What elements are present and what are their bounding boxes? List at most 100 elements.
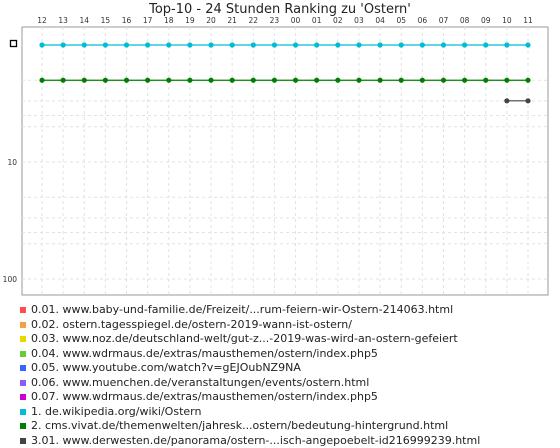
data-point bbox=[166, 78, 171, 83]
data-point bbox=[483, 78, 488, 83]
data-point bbox=[103, 42, 108, 47]
x-tick-label: 04 bbox=[375, 16, 385, 25]
data-point bbox=[230, 42, 235, 47]
data-point bbox=[441, 78, 446, 83]
legend-swatch bbox=[20, 423, 26, 429]
data-point bbox=[166, 42, 171, 47]
data-point bbox=[377, 42, 382, 47]
data-point bbox=[420, 42, 425, 47]
legend-swatch bbox=[20, 336, 26, 342]
data-point bbox=[356, 78, 361, 83]
x-tick-label: 02 bbox=[333, 16, 343, 25]
x-tick-label: 23 bbox=[270, 16, 280, 25]
x-tick-label: 05 bbox=[396, 16, 406, 25]
data-point bbox=[61, 78, 66, 83]
data-point bbox=[272, 78, 277, 83]
data-point bbox=[82, 42, 87, 47]
legend-label: 0.01. www.baby-und-familie.de/Freizeit/.… bbox=[31, 303, 453, 318]
data-point bbox=[504, 78, 509, 83]
data-point bbox=[230, 78, 235, 83]
legend-item: 1. de.wikipedia.org/wiki/Ostern bbox=[20, 405, 480, 420]
data-point bbox=[377, 78, 382, 83]
legend-label: 0.03. www.noz.de/deutschland-welt/gut-z.… bbox=[31, 332, 458, 347]
data-point bbox=[314, 78, 319, 83]
legend-label: 0.06. www.muenchen.de/veranstaltungen/ev… bbox=[31, 376, 369, 391]
data-point bbox=[145, 78, 150, 83]
data-point bbox=[335, 42, 340, 47]
legend-item: 0.05. www.youtube.com/watch?v=gEJOubNZ9N… bbox=[20, 361, 480, 376]
y-tick-label: 10 bbox=[7, 158, 17, 167]
data-point bbox=[124, 42, 129, 47]
legend-item: 0.03. www.noz.de/deutschland-welt/gut-z.… bbox=[20, 332, 480, 347]
x-tick-label: 18 bbox=[164, 16, 174, 25]
x-tick-label: 07 bbox=[439, 16, 449, 25]
legend-label: 0.05. www.youtube.com/watch?v=gEJOubNZ9N… bbox=[31, 361, 301, 376]
data-point bbox=[314, 42, 319, 47]
legend-swatch bbox=[20, 351, 26, 357]
data-point bbox=[39, 42, 44, 47]
data-point bbox=[399, 78, 404, 83]
x-tick-label: 15 bbox=[101, 16, 111, 25]
data-point bbox=[441, 42, 446, 47]
x-tick-label: 22 bbox=[249, 16, 259, 25]
data-point bbox=[356, 42, 361, 47]
x-tick-label: 21 bbox=[227, 16, 237, 25]
data-point bbox=[251, 78, 256, 83]
data-point bbox=[39, 78, 44, 83]
data-point bbox=[251, 42, 256, 47]
legend-swatch bbox=[20, 380, 26, 386]
x-tick-label: 20 bbox=[206, 16, 216, 25]
legend-label: 0.04. www.wdrmaus.de/extras/mausthemen/o… bbox=[31, 347, 378, 362]
data-point bbox=[124, 78, 129, 83]
x-tick-label: 00 bbox=[291, 16, 301, 25]
top-rank-marker bbox=[11, 41, 17, 47]
x-tick-label: 13 bbox=[58, 16, 68, 25]
legend-item: 0.06. www.muenchen.de/veranstaltungen/ev… bbox=[20, 376, 480, 391]
legend-swatch bbox=[20, 365, 26, 371]
data-point bbox=[145, 42, 150, 47]
y-tick-label: 100 bbox=[3, 275, 18, 284]
data-point bbox=[399, 42, 404, 47]
data-point bbox=[103, 78, 108, 83]
legend-item: 0.01. www.baby-und-familie.de/Freizeit/.… bbox=[20, 303, 480, 318]
legend-item: 0.02. ostern.tagesspiegel.de/ostern-2019… bbox=[20, 318, 480, 333]
data-point bbox=[293, 78, 298, 83]
legend-item: 0.04. www.wdrmaus.de/extras/mausthemen/o… bbox=[20, 347, 480, 362]
x-tick-label: 08 bbox=[460, 16, 470, 25]
data-point bbox=[335, 78, 340, 83]
legend-label: 3.01. www.derwesten.de/panorama/ostern-.… bbox=[31, 434, 480, 448]
data-point bbox=[525, 42, 530, 47]
x-tick-label: 09 bbox=[481, 16, 491, 25]
legend-swatch bbox=[20, 307, 26, 313]
data-point bbox=[483, 42, 488, 47]
legend-swatch bbox=[20, 322, 26, 328]
data-point bbox=[272, 42, 277, 47]
data-point bbox=[462, 78, 467, 83]
legend-swatch bbox=[20, 409, 26, 415]
data-point bbox=[525, 78, 530, 83]
data-point bbox=[61, 42, 66, 47]
data-point bbox=[504, 98, 509, 103]
x-tick-label: 01 bbox=[312, 16, 322, 25]
plot-area bbox=[22, 27, 548, 295]
x-tick-label: 06 bbox=[418, 16, 428, 25]
data-point bbox=[420, 78, 425, 83]
legend-item: 3.01. www.derwesten.de/panorama/ostern-.… bbox=[20, 434, 480, 448]
data-point bbox=[504, 42, 509, 47]
legend-swatch bbox=[20, 438, 26, 444]
x-tick-label: 19 bbox=[185, 16, 195, 25]
data-point bbox=[293, 42, 298, 47]
x-tick-label: 17 bbox=[143, 16, 153, 25]
legend-item: 0.07. www.wdrmaus.de/extras/mausthemen/o… bbox=[20, 390, 480, 405]
legend-swatch bbox=[20, 394, 26, 400]
data-point bbox=[82, 78, 87, 83]
legend-label: 0.02. ostern.tagesspiegel.de/ostern-2019… bbox=[31, 318, 352, 333]
data-point bbox=[208, 78, 213, 83]
data-point bbox=[525, 98, 530, 103]
data-point bbox=[462, 42, 467, 47]
data-point bbox=[187, 42, 192, 47]
x-tick-label: 12 bbox=[37, 16, 47, 25]
legend-label: 1. de.wikipedia.org/wiki/Ostern bbox=[31, 405, 201, 420]
